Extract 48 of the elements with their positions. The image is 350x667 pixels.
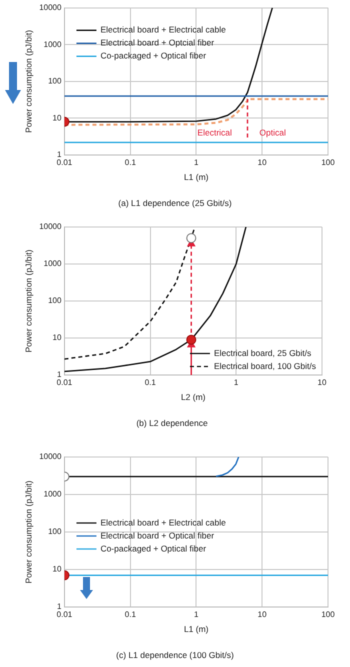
x-tick-label: 0.1 xyxy=(124,610,136,620)
y-tick-label: 1 xyxy=(56,150,62,160)
y-tick-label: 1 xyxy=(56,370,62,380)
y-tick-label: 10000 xyxy=(39,452,62,462)
x-axis-title: L2 (m) xyxy=(180,392,206,402)
x-tick-label: 1 xyxy=(234,378,239,388)
x-tick-label: 10 xyxy=(318,378,327,388)
y-tick-label: 10 xyxy=(52,333,62,342)
y-axis-title: Power consumption (pJ/bit) xyxy=(23,249,34,352)
x-tick-label: 10 xyxy=(258,610,268,620)
legend-label: Electrical board + Optical fiber xyxy=(100,530,214,540)
y-tick-label: 10000 xyxy=(39,222,62,232)
x-tick-label: 100 xyxy=(321,158,336,168)
x-tick-label: 0.1 xyxy=(124,158,136,168)
y-tick-label: 1000 xyxy=(44,259,62,268)
y-tick-label: 100 xyxy=(48,296,62,306)
x-tick-label: 0.1 xyxy=(144,378,156,388)
y-tick-label: 10000 xyxy=(39,3,62,12)
legend-label: Co-packaged + Optical fiber xyxy=(100,50,206,61)
text: (b) L2 dependence xyxy=(136,418,208,428)
x-tick-label: 0.01 xyxy=(56,378,73,388)
text: (a) L1 dependence (25 Gbit/s) xyxy=(118,198,232,208)
y-tick-label: 100 xyxy=(48,76,62,86)
legend-label: Electrical board + Electrical cable xyxy=(100,24,226,35)
x-tick-label: 0.01 xyxy=(56,158,73,168)
x-tick-label: 10 xyxy=(258,158,268,168)
y-tick-label: 1000 xyxy=(44,40,62,49)
x-tick-label: 0.01 xyxy=(56,610,73,620)
text: (c) L1 dependence (100 Gbit/s) xyxy=(116,650,234,660)
legend-label: Electrical board, 100 Gbit/s xyxy=(214,360,316,371)
legend-label: Co-packaged + Optical fiber xyxy=(100,543,206,554)
y-tick-label: 100 xyxy=(48,527,62,536)
y-tick-label: 1 xyxy=(56,602,62,612)
y-tick-label: 10 xyxy=(52,113,62,122)
legend-label: Electrical board + Electrical cable xyxy=(100,517,226,528)
legend-label: Electrical board, 25 Gbit/s xyxy=(214,348,312,358)
y-tick-label: 10 xyxy=(52,564,62,574)
x-tick-label: 100 xyxy=(321,610,336,620)
y-axis-title: Power consumption (pJ/bit) xyxy=(23,480,34,584)
legend-label: Electrical board + Optcial fiber xyxy=(100,38,214,48)
x-tick-label: 1 xyxy=(194,158,199,168)
x-axis-title: L1 (m) xyxy=(184,172,209,182)
y-axis-title: Power consumption (pJ/bit) xyxy=(23,30,34,133)
annotation: Optical xyxy=(259,127,286,138)
annotation: Electrical xyxy=(197,127,232,138)
y-tick-label: 1000 xyxy=(44,490,62,499)
x-tick-label: 1 xyxy=(194,610,199,620)
x-axis-title: L1 (m) xyxy=(184,624,209,634)
